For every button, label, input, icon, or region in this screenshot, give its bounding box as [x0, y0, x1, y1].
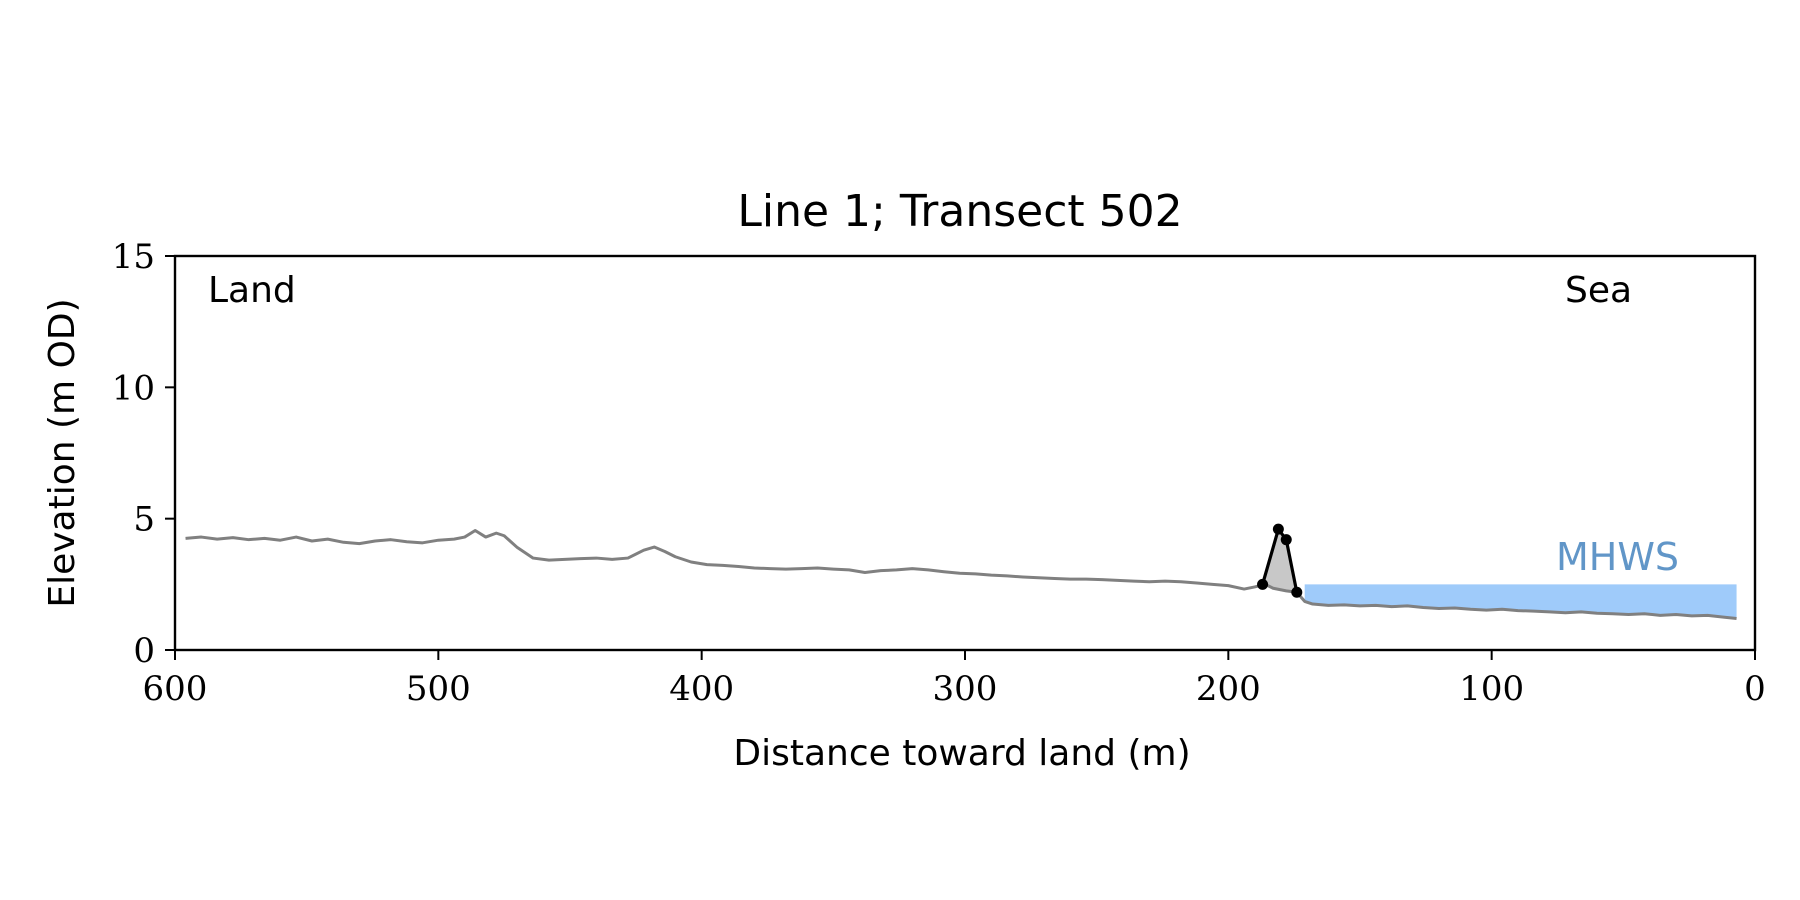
x-axis-label: Distance toward land (m)	[733, 733, 1190, 774]
x-tick-label: 200	[1196, 669, 1261, 709]
chart-title: Line 1; Transect 502	[737, 186, 1182, 237]
mhws-water-area	[1304, 584, 1737, 619]
y-tick-label: 15	[112, 237, 155, 277]
x-tick-label: 500	[406, 669, 471, 709]
dune-marker	[1291, 586, 1303, 598]
sea-label: Sea	[1565, 270, 1632, 311]
y-tick-label: 0	[133, 631, 155, 671]
dune-marker	[1280, 534, 1292, 546]
x-tick-label: 600	[143, 669, 208, 709]
y-tick-label: 10	[112, 368, 155, 408]
dune-line	[1261, 527, 1299, 593]
dune-marker	[1272, 523, 1284, 535]
dune-marker	[1257, 578, 1269, 590]
x-tick-label: 0	[1744, 669, 1766, 709]
x-tick-label: 300	[933, 669, 998, 709]
y-axis: 0 5 10 15	[112, 237, 175, 671]
profile-line	[185, 528, 1737, 620]
x-tick-label: 400	[669, 669, 734, 709]
mhws-label: MHWS	[1556, 535, 1679, 579]
x-tick-label: 100	[1459, 669, 1524, 709]
y-axis-label: Elevation (m OD)	[42, 298, 83, 607]
land-label: Land	[208, 270, 296, 311]
plot-area	[185, 523, 1737, 620]
y-tick-label: 5	[133, 500, 155, 540]
x-axis: 600 500 400 300 200 100 0	[143, 650, 1766, 709]
dune-fill	[1262, 529, 1297, 593]
